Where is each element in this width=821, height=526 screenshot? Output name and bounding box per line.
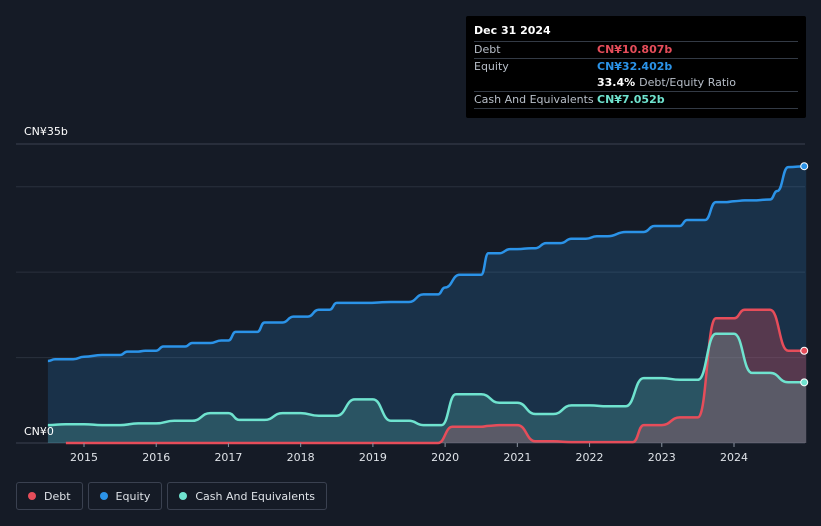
tooltip-label-cash: Cash And Equivalents bbox=[474, 93, 594, 106]
legend-dot-cash-icon bbox=[179, 492, 188, 500]
legend: Debt Equity Cash And Equivalents bbox=[16, 482, 327, 510]
x-tick-label-2016: 2016 bbox=[142, 451, 170, 464]
tooltip-row-debt: Debt CN¥10.807b bbox=[474, 41, 798, 58]
area-debt bbox=[65, 309, 807, 443]
x-tick-label-2021: 2021 bbox=[503, 451, 531, 464]
legend-dot-equity-icon bbox=[99, 492, 108, 500]
tooltip-row-equity: Equity CN¥32.402b bbox=[474, 58, 798, 75]
end-marker-debt bbox=[800, 346, 809, 355]
line-cash-and-equivalents bbox=[47, 332, 807, 427]
y-tick-label-zero: CN¥0 bbox=[24, 425, 54, 438]
legend-item-cash[interactable]: Cash And Equivalents bbox=[167, 482, 327, 510]
x-axis: 2015 2016 2017 2018 2019 2020 2021 2022 2023 2024 bbox=[70, 443, 748, 464]
tooltip-panel: Dec 31 2024 Debt CN¥10.807b Equity CN¥32… bbox=[466, 16, 806, 118]
legend-label-cash: Cash And Equivalents bbox=[195, 489, 315, 503]
series-lines bbox=[47, 164, 807, 445]
tooltip-row-cash: Cash And Equivalents CN¥7.052b bbox=[474, 91, 798, 108]
tooltip-row-ratio: 33.4% Debt/Equity Ratio bbox=[474, 75, 798, 91]
series-areas bbox=[47, 166, 807, 443]
legend-dot-debt-icon bbox=[28, 492, 36, 500]
x-tick-label-2017: 2017 bbox=[214, 451, 242, 464]
tooltip-ratio-value: 33.4% bbox=[597, 76, 636, 89]
tooltip-date: Dec 31 2024 bbox=[474, 24, 551, 37]
legend-item-debt[interactable]: Debt bbox=[16, 482, 83, 510]
line-equity bbox=[47, 164, 807, 363]
tooltip-label-equity: Equity bbox=[474, 60, 509, 73]
tooltip-label-debt: Debt bbox=[474, 43, 501, 56]
line-debt bbox=[65, 308, 807, 445]
end-marker-cash-and-equivalents bbox=[800, 378, 809, 387]
legend-label-equity: Equity bbox=[115, 489, 151, 503]
end-marker-equity bbox=[800, 162, 809, 171]
tooltip-value-debt: CN¥10.807b bbox=[597, 43, 673, 56]
y-tick-label-top: CN¥35b bbox=[24, 125, 68, 138]
legend-label-debt: Debt bbox=[44, 489, 71, 503]
area-cash-and-equivalents bbox=[47, 333, 807, 443]
legend-item-equity[interactable]: Equity bbox=[87, 482, 163, 510]
x-tick-label-2024: 2024 bbox=[720, 451, 748, 464]
x-tick-label-2023: 2023 bbox=[648, 451, 676, 464]
tooltip-value-cash: CN¥7.052b bbox=[597, 93, 665, 106]
x-tick-label-2020: 2020 bbox=[431, 451, 459, 464]
end-markers bbox=[800, 162, 809, 387]
x-tick-label-2019: 2019 bbox=[359, 451, 387, 464]
x-tick-label-2018: 2018 bbox=[287, 451, 315, 464]
x-tick-label-2015: 2015 bbox=[70, 451, 98, 464]
tooltip-value-equity: CN¥32.402b bbox=[597, 60, 673, 73]
tooltip-ratio-label: Debt/Equity Ratio bbox=[639, 76, 736, 89]
x-tick-label-2022: 2022 bbox=[576, 451, 604, 464]
